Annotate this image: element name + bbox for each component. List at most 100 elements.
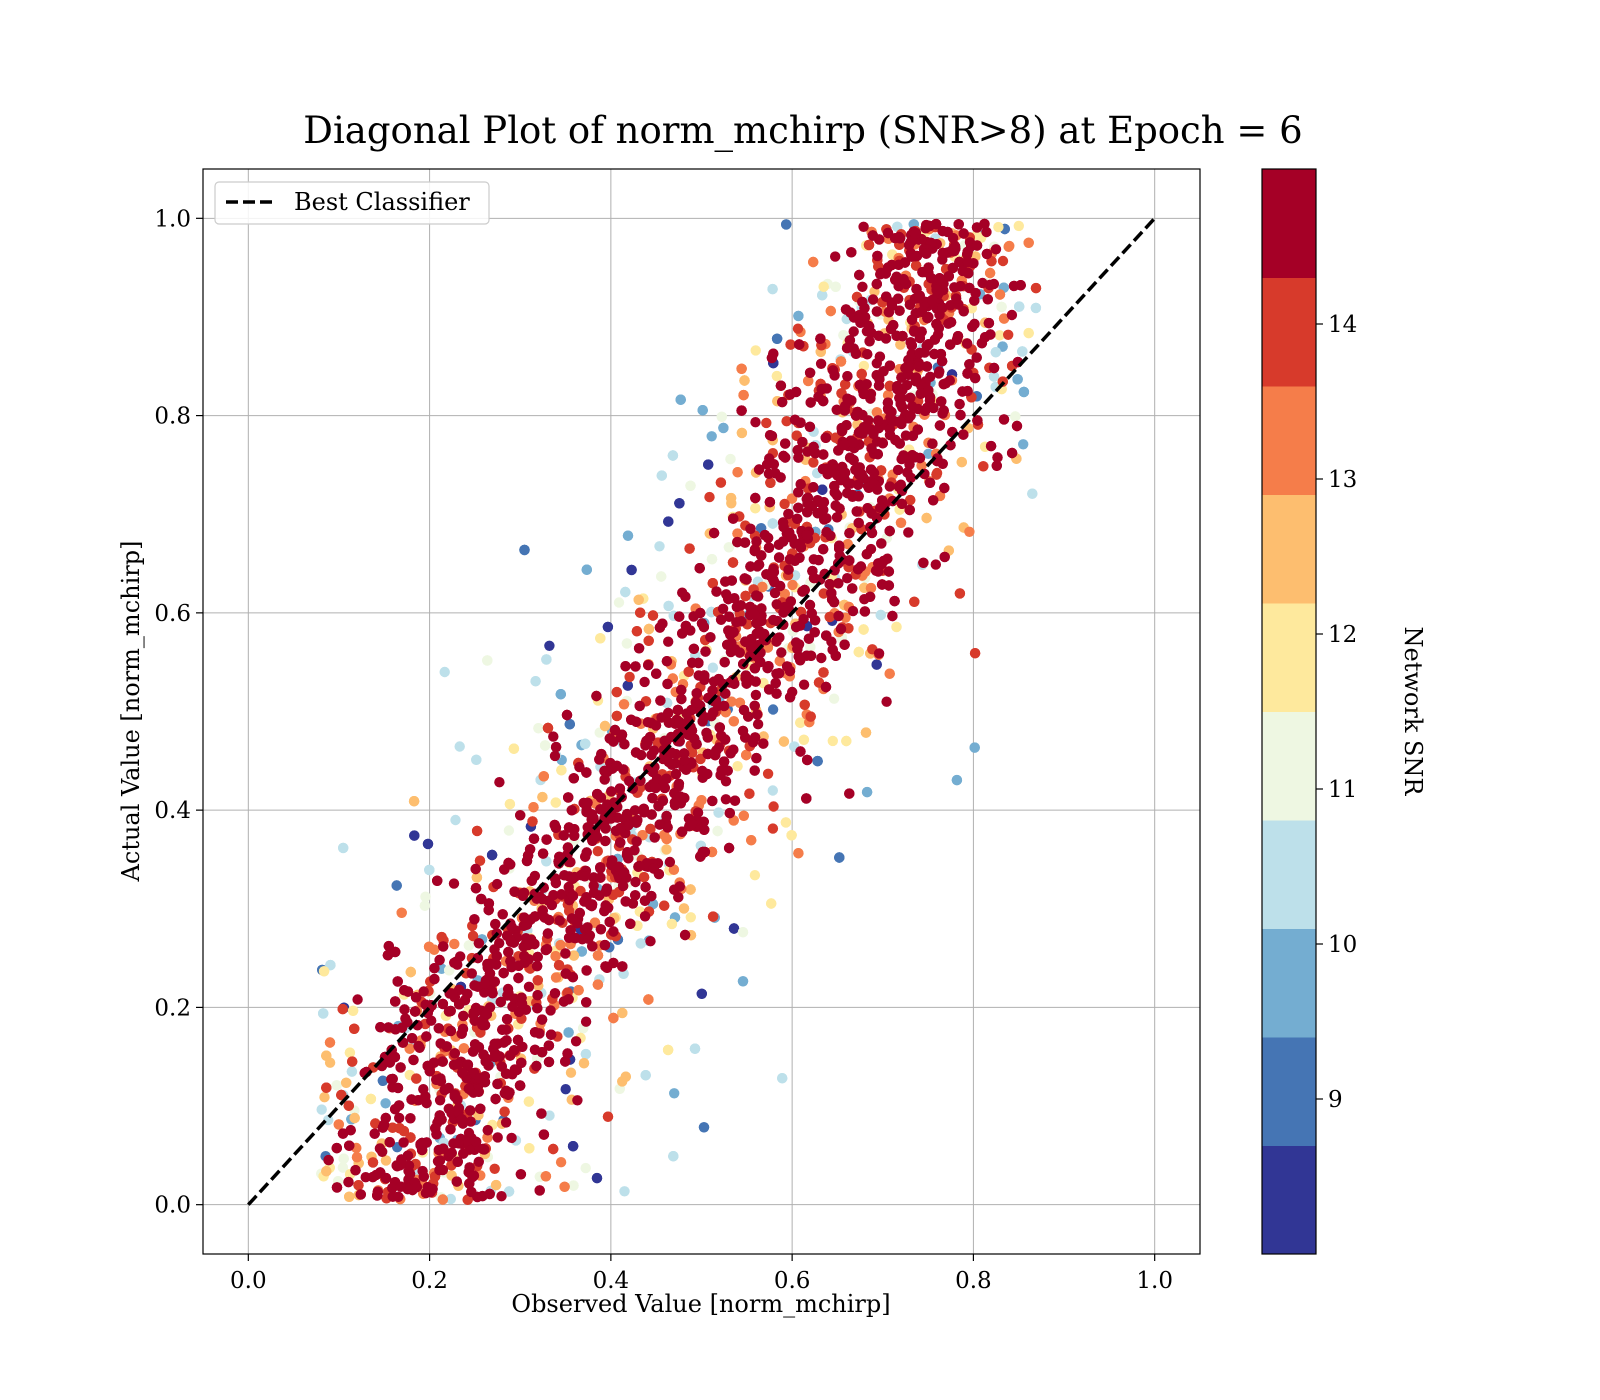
scatter-point: [530, 676, 541, 687]
scatter-point: [370, 1118, 381, 1129]
scatter-point: [321, 1050, 332, 1061]
scatter-point: [608, 736, 619, 747]
scatter-point: [937, 247, 949, 259]
scatter-point: [478, 1049, 489, 1060]
scatter-point: [934, 273, 945, 284]
scatter-point: [794, 339, 805, 350]
scatter-point: [718, 422, 729, 434]
scatter-point: [918, 557, 929, 568]
scatter-point: [695, 753, 706, 765]
scatter-point: [882, 262, 894, 273]
scatter-point: [646, 749, 657, 761]
scatter-point: [828, 693, 840, 704]
scatter-point: [984, 267, 996, 279]
scatter-point: [1014, 301, 1025, 312]
scatter-point: [563, 822, 575, 833]
scatter-point: [669, 1088, 680, 1099]
scatter-point: [793, 848, 804, 859]
scatter-point: [795, 746, 806, 757]
scatter-point: [954, 398, 965, 410]
scatter-point: [706, 431, 717, 442]
scatter-point: [962, 385, 973, 397]
scatter-point: [477, 1143, 488, 1155]
scatter-point: [685, 480, 696, 491]
scatter-point: [337, 1003, 348, 1015]
scatter-point: [776, 647, 787, 658]
scatter-point: [921, 512, 932, 524]
scatter-point: [698, 1122, 710, 1133]
scatter-point: [998, 313, 1010, 324]
scatter-point: [764, 496, 776, 508]
scatter-point: [580, 738, 591, 749]
scatter-point: [818, 667, 829, 678]
scatter-point: [367, 1157, 379, 1168]
scatter-point: [749, 732, 761, 743]
scatter-point: [937, 302, 948, 313]
scatter-point: [889, 595, 900, 607]
scatter-point: [374, 1143, 386, 1154]
scatter-point: [444, 965, 455, 976]
scatter-point: [808, 457, 819, 468]
scatter-point: [903, 527, 914, 538]
scatter-point: [1030, 302, 1042, 314]
scatter-point: [794, 620, 806, 631]
scatter-point: [895, 339, 906, 350]
scatter-point: [951, 293, 962, 304]
scatter-point: [615, 837, 626, 848]
scatter-point: [799, 584, 810, 596]
scatter-point: [666, 747, 677, 758]
scatter-point: [544, 1110, 555, 1121]
scatter-point: [808, 256, 819, 268]
scatter-point: [419, 900, 431, 911]
scatter-point: [509, 886, 520, 897]
scatter-point: [759, 529, 771, 541]
scatter-point: [507, 1069, 518, 1080]
scatter-point: [462, 1059, 474, 1070]
scatter-point: [707, 578, 718, 589]
scatter-point: [435, 1073, 446, 1084]
scatter-point: [715, 614, 727, 625]
scatter-point: [402, 986, 414, 997]
scatter-point: [1023, 237, 1034, 248]
scatter-point: [499, 1106, 510, 1117]
scatter-point: [570, 932, 581, 944]
scatter-point: [777, 1073, 788, 1084]
scatter-point: [541, 834, 552, 845]
scatter-point: [534, 1185, 545, 1196]
scatter-point: [545, 1029, 557, 1040]
scatter-point: [827, 365, 839, 376]
scatter-point: [396, 907, 407, 918]
scatter-point: [439, 666, 450, 678]
scatter-point: [704, 491, 715, 503]
scatter-point: [550, 951, 561, 962]
scatter-point: [981, 248, 993, 260]
scatter-point: [962, 368, 973, 379]
scatter-point: [924, 477, 936, 488]
scatter-point: [731, 601, 742, 613]
scatter-point: [609, 724, 621, 736]
scatter-point: [1006, 447, 1018, 459]
scatter-point: [344, 1191, 355, 1203]
scatter-point: [458, 1010, 469, 1022]
scatter-point: [437, 998, 449, 1010]
scatter-point: [439, 1084, 450, 1096]
scatter-point: [802, 498, 813, 509]
scatter-point: [501, 930, 513, 941]
scatter-point: [792, 643, 803, 655]
scatter-point: [906, 314, 918, 325]
scatter-point: [536, 1047, 548, 1058]
scatter-point: [487, 988, 498, 999]
scatter-point: [479, 978, 491, 989]
scatter-point: [812, 755, 823, 767]
scatter-point: [581, 997, 592, 1008]
scatter-point: [532, 951, 543, 963]
scatter-point: [537, 791, 548, 803]
scatter-point: [943, 271, 954, 282]
scatter-point: [543, 1056, 555, 1068]
scatter-point: [781, 416, 792, 427]
scatter-point: [586, 809, 597, 820]
scatter-point: [684, 543, 695, 554]
scatter-point: [484, 1188, 495, 1200]
scatter-point: [582, 797, 593, 808]
scatter-point: [813, 391, 824, 402]
